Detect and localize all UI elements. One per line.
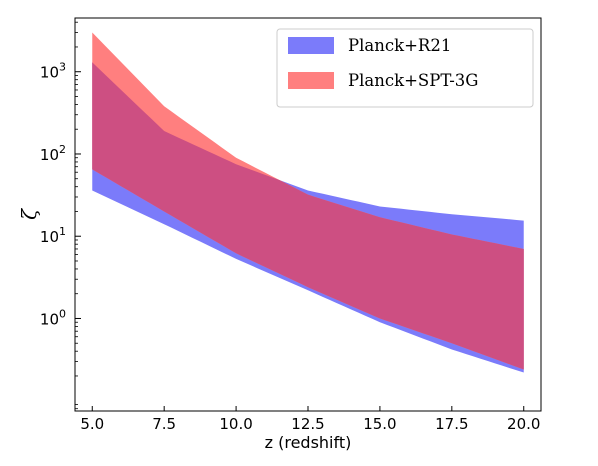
y-axis-label: ζ [17, 208, 41, 220]
band-overlap [92, 62, 524, 370]
legend-label-planck-r21: Planck+R21 [348, 36, 451, 55]
legend-swatch-planck-r21 [288, 37, 334, 54]
x-tick-label: 7.5 [152, 415, 176, 433]
x-tick-label: 10.0 [219, 415, 252, 433]
x-axis-label: z (redshift) [265, 433, 352, 452]
x-tick-label: 20.0 [507, 415, 540, 433]
legend: Planck+R21 Planck+SPT-3G [276, 28, 534, 108]
y-tick-label: 100 [40, 307, 66, 328]
x-tick-label: 5.0 [80, 415, 104, 433]
x-tick-label: 15.0 [363, 415, 396, 433]
y-tick-label: 102 [40, 143, 66, 164]
legend-swatch-planck-spt-3g [288, 72, 334, 89]
legend-box [276, 28, 534, 108]
x-tick-label: 12.5 [291, 415, 324, 433]
bands-layer [92, 32, 524, 373]
y-tick-label: 101 [40, 225, 66, 246]
legend-label-planck-spt-3g: Planck+SPT-3G [348, 71, 478, 90]
x-tick-label: 17.5 [435, 415, 468, 433]
y-tick-label: 103 [40, 61, 66, 82]
ticks-layer: 5.0 7.5 10.0 12.5 15.0 17.5 20.0 100 101 102 103 [40, 21, 540, 433]
